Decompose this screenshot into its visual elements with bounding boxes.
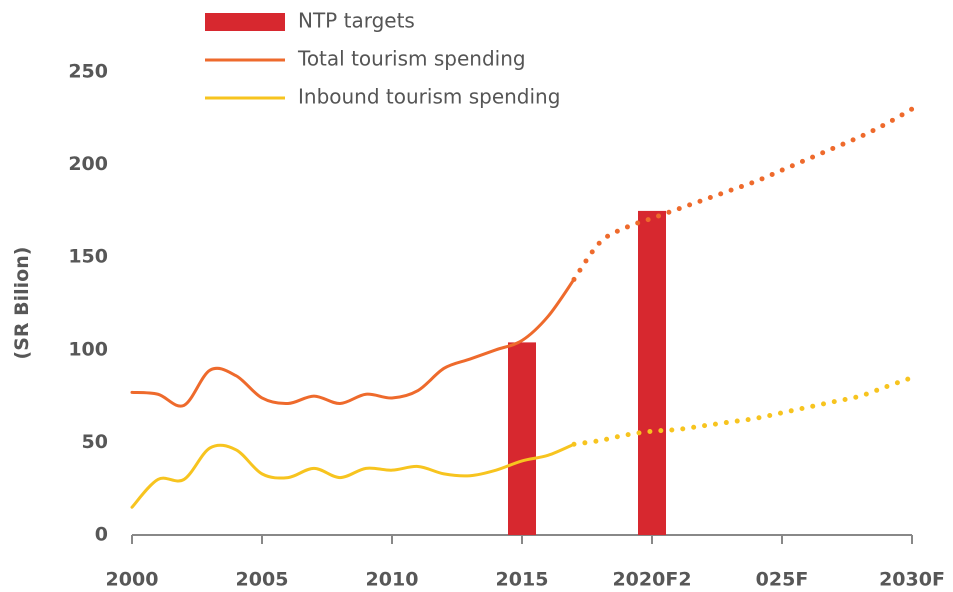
projection-line xyxy=(571,106,915,282)
x-tick-label: 2000 xyxy=(106,569,159,591)
y-tick-label: 200 xyxy=(68,153,108,175)
y-axis-label: (SR Bilion) xyxy=(11,247,33,360)
y-tick-label: 100 xyxy=(68,338,108,360)
x-tick-label: 2015 xyxy=(496,569,549,591)
bar xyxy=(638,210,666,535)
x-tick-label: 2010 xyxy=(366,569,419,591)
x-tick-label: 2005 xyxy=(236,569,289,591)
x-tick-label: 2020F2 xyxy=(612,569,691,591)
bar xyxy=(508,342,536,535)
legend-label: Inbound tourism spending xyxy=(298,85,560,109)
legend-label: NTP targets xyxy=(298,9,415,33)
x-tick-label: 2030F xyxy=(879,569,945,591)
line xyxy=(130,442,576,509)
y-tick-label: 50 xyxy=(82,431,108,453)
y-tick-label: 250 xyxy=(68,61,108,83)
projection-line xyxy=(571,375,915,447)
line xyxy=(130,277,576,408)
y-tick-label: 150 xyxy=(68,246,108,268)
legend-label: Total tourism spending xyxy=(297,47,526,71)
x-tick-label: 025F xyxy=(756,569,809,591)
legend-swatch xyxy=(205,13,285,31)
y-tick-label: 0 xyxy=(95,524,108,546)
